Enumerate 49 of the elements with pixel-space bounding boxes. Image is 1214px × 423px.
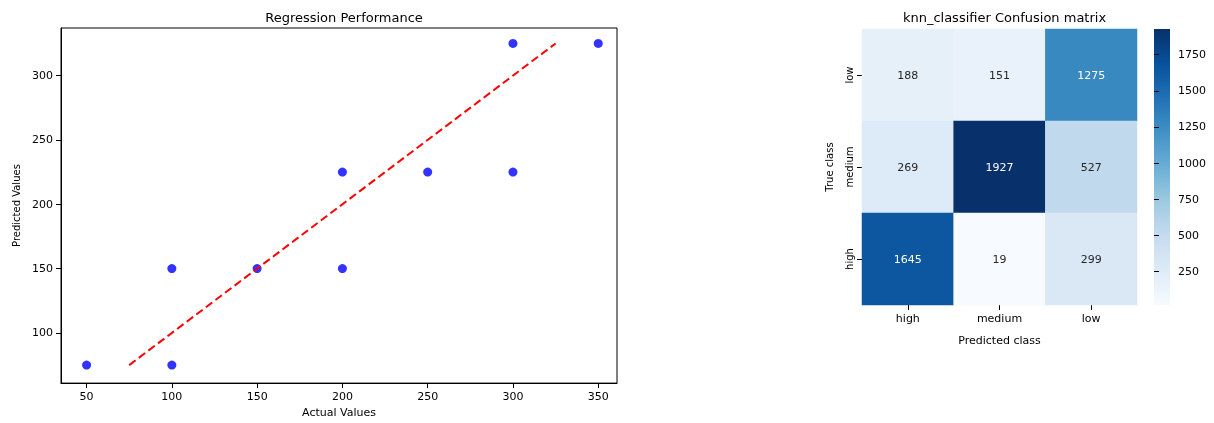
color-bar-label: 1000 (1178, 156, 1206, 170)
color-bar-label: 1750 (1178, 48, 1206, 62)
color-bar-label: 1250 (1178, 120, 1206, 134)
data-label: 19 (992, 252, 1007, 266)
chart-title: knn_classifier Confusion matrix (902, 10, 1107, 25)
point (593, 38, 603, 48)
y-tick-label: 150 (32, 262, 53, 276)
color-bar-label: 500 (1178, 228, 1199, 242)
x-tick-label: 150 (246, 390, 268, 404)
color-bar-label: 750 (1178, 192, 1199, 206)
y-axis-title: Predicted Values (10, 164, 22, 247)
data-label: 1927 (985, 160, 1014, 174)
data-label: 269 (897, 160, 919, 174)
x-tick-label: 200 (331, 390, 353, 404)
point (167, 264, 177, 274)
data-label: 1275 (1077, 68, 1106, 82)
x-axis-title: Predicted class (958, 334, 1041, 347)
y-axis-title: True class (823, 142, 835, 193)
data-label: 188 (897, 68, 919, 82)
x-tick-label: 300 (502, 390, 524, 404)
x-axis-title: Actual Values (302, 406, 377, 419)
x-tick-label: 250 (417, 390, 439, 404)
x-tick-label: 50 (79, 390, 94, 404)
x-tick-label: high (895, 312, 920, 325)
y-tick-label: 100 (32, 326, 53, 340)
point (167, 360, 177, 370)
x-tick-label: low (1081, 312, 1101, 325)
y-tick-label: 300 (32, 69, 53, 83)
chart-title: Regression Performance (265, 10, 423, 25)
color-bar-label: 1500 (1178, 84, 1206, 98)
point (423, 167, 433, 177)
point (508, 38, 518, 48)
y-tick-label: 200 (32, 197, 53, 211)
y-tick-label: low (843, 66, 855, 84)
color-bar-label: 250 (1178, 265, 1199, 279)
data-label: 299 (1080, 252, 1102, 266)
y-tick-label: high (843, 248, 855, 270)
point (82, 360, 92, 370)
x-tick-label: medium (976, 312, 1023, 325)
x-tick-label: 100 (161, 390, 183, 404)
data-label: 151 (989, 68, 1010, 82)
y-tick-label: 250 (32, 133, 53, 147)
data-label: 1645 (893, 252, 922, 266)
point (337, 264, 347, 274)
point (337, 167, 347, 177)
x-tick-label: 350 (587, 390, 609, 404)
y-tick-label: medium (843, 146, 855, 188)
data-label: 527 (1080, 160, 1102, 174)
point (508, 167, 518, 177)
